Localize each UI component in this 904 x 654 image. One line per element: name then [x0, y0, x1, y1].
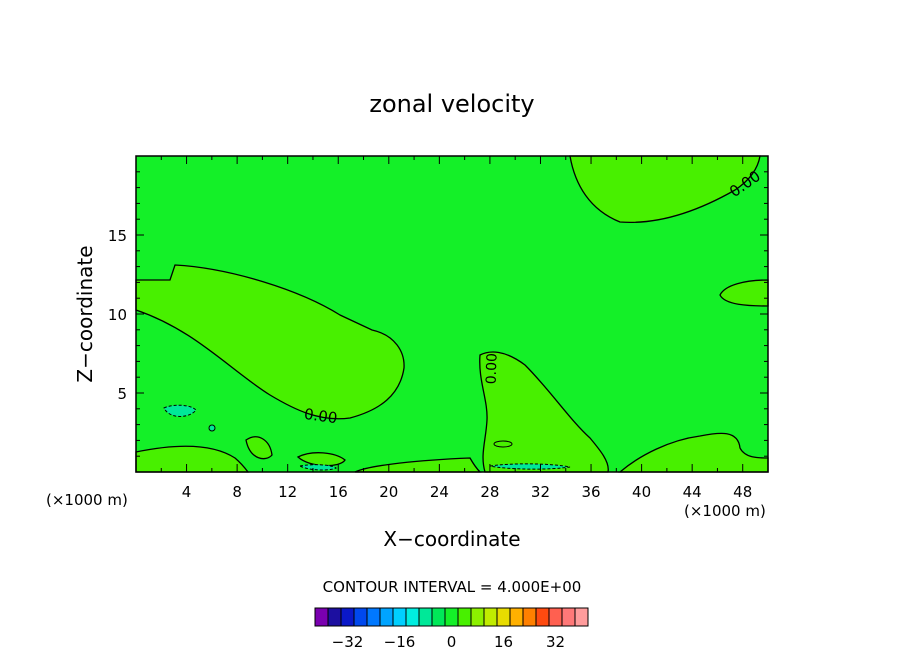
colorbar-swatch: [509, 607, 524, 627]
contour-small-dot: [208, 424, 216, 432]
x-tick-label: 8: [232, 483, 242, 501]
colorbar-swatch: [431, 607, 446, 627]
colorbar-swatch: [418, 607, 433, 627]
y-axis-ticks: 5 10 15: [108, 171, 768, 457]
colorbar-swatch: [405, 607, 420, 627]
x-tick-label: 36: [581, 483, 600, 501]
contour-region-left-tongue: [135, 264, 405, 420]
colorbar-swatch: [535, 607, 550, 627]
chart-title: zonal velocity: [369, 90, 534, 118]
contour-region-center-plume: [479, 351, 609, 473]
y-tick-label: 15: [108, 227, 127, 245]
contour-interval-text: CONTOUR INTERVAL = 4.000E+00: [323, 578, 582, 596]
x-unit-right: (×1000 m): [684, 502, 766, 520]
x-tick-label: 4: [182, 483, 192, 501]
colorbar-swatch: [496, 607, 511, 627]
x-axis-label: X−coordinate: [383, 527, 520, 551]
colorbar-swatch: [522, 607, 537, 627]
x-tick-label: 12: [278, 483, 297, 501]
colorbar-swatch: [340, 607, 355, 627]
colorbar-swatch: [561, 607, 576, 627]
colorbar-tick-labels: −32 −16 0 16 32: [332, 633, 565, 651]
colorbar-swatch: [379, 607, 394, 627]
colorbar-tick-label: −16: [384, 633, 416, 651]
colorbar-swatch: [392, 607, 407, 627]
contour-region-bottom-blob: [245, 436, 273, 460]
colorbar-swatch: [548, 607, 563, 627]
x-tick-label: 44: [683, 483, 702, 501]
colorbar-swatch: [470, 607, 485, 627]
contour-negative-pocket-2: [298, 464, 337, 471]
contour-label: 0.00: [484, 353, 501, 385]
colorbar-tick-label: −32: [332, 633, 364, 651]
x-tick-label: 40: [632, 483, 651, 501]
colorbar-tick-label: 16: [494, 633, 513, 651]
contour-region-bottom-mid: [296, 452, 346, 467]
contour-region-upper-right: [569, 155, 761, 224]
contour-negative-pocket-3: [489, 463, 571, 470]
contour-label: 0.00: [303, 405, 339, 427]
x-unit-left: (×1000 m): [46, 491, 128, 509]
colorbar-swatch: [353, 607, 368, 627]
colorbar-swatch: [366, 607, 381, 627]
x-tick-label: 20: [379, 483, 398, 501]
contour-region-bottom-right: [618, 432, 769, 473]
contour-negative-pocket-1: [163, 404, 197, 417]
x-tick-label: 16: [329, 483, 348, 501]
x-tick-label: 28: [480, 483, 499, 501]
colorbar-swatch: [483, 607, 498, 627]
contour-region-bottom-strip: [354, 457, 482, 473]
contour-region-bottom-left: [135, 445, 250, 473]
contour-region-right-edge: [719, 279, 769, 307]
x-axis-ticks: 4 8 12 16 20 24 28 32 36 40 44 48: [160, 156, 752, 501]
colorbar-swatch: [444, 607, 459, 627]
y-axis-label: Z−coordinate: [73, 245, 97, 382]
contour-small-loop: [493, 440, 513, 448]
x-tick-label: 32: [531, 483, 550, 501]
colorbar-swatch: [327, 607, 342, 627]
colorbar-swatch: [457, 607, 472, 627]
x-tick-label: 48: [733, 483, 752, 501]
x-tick-label: 24: [430, 483, 449, 501]
colorbar-swatch: [574, 607, 589, 627]
colorbar-tick-label: 32: [546, 633, 565, 651]
y-tick-label: 10: [108, 306, 127, 324]
colorbar: [314, 607, 589, 627]
y-tick-label: 5: [117, 385, 127, 403]
colorbar-swatch: [314, 607, 329, 627]
colorbar-tick-label: 0: [447, 633, 457, 651]
